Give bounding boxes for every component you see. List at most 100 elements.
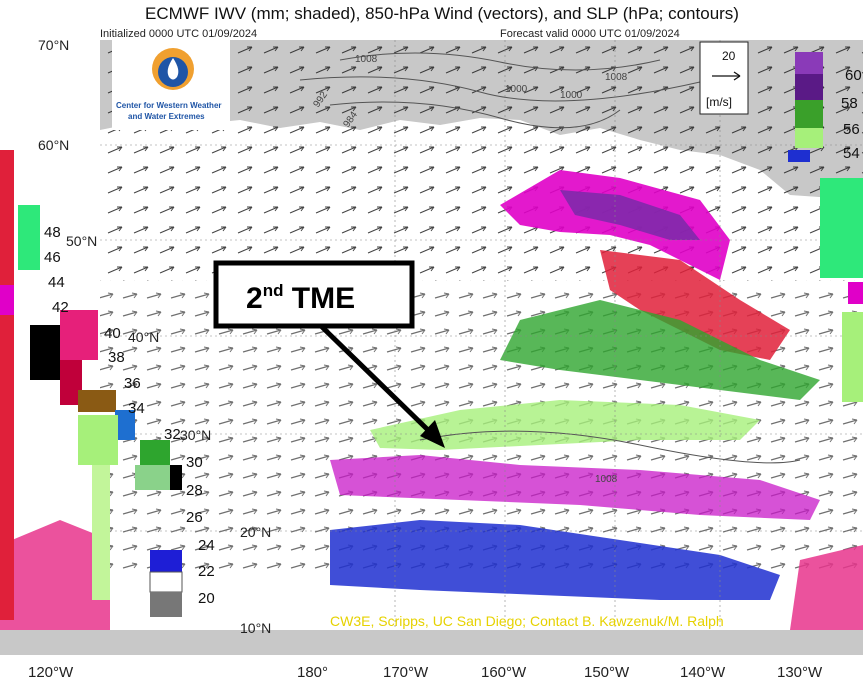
reference-arrow-head — [733, 71, 741, 81]
lon-label: 140°W — [680, 664, 726, 681]
colorbar-swatch — [30, 325, 60, 380]
graticule — [100, 40, 863, 630]
lat-label: 30°N — [180, 427, 211, 443]
init-time-label: Initialized 0000 UTC 01/09/2024 — [100, 28, 257, 40]
colorbar-label: 34 — [128, 400, 145, 417]
reference-vector-unit: [m/s] — [706, 95, 732, 109]
green-band — [500, 300, 820, 400]
colorbar-labels-left: 48 46 44 42 40 38 36 34 32 30 28 26 24 2… — [44, 224, 215, 607]
pink-corner-right — [790, 545, 863, 630]
colorbar-swatch — [795, 74, 823, 100]
colorbar-label: 28 — [186, 482, 203, 499]
blue-band — [330, 520, 780, 600]
colorbar-label: 24 — [198, 537, 215, 554]
longitude-labels: 120°W 180° 170°W 160°W 150°W 140°W 130°W — [28, 664, 823, 681]
cw3e-drop-shape — [167, 58, 179, 80]
colorbar-label: 54 — [843, 145, 860, 162]
lon-label: 160°W — [481, 664, 527, 681]
colorbar-label: 46 — [44, 249, 61, 266]
colorbar-swatch — [788, 150, 810, 162]
colorbar-label: 48 — [44, 224, 61, 241]
map-title: ECMWF IWV (mm; shaded), 850-hPa Wind (ve… — [145, 4, 739, 23]
red-band — [600, 250, 790, 360]
callout-arrow-head — [420, 420, 445, 448]
logo-line-2: and Water Extremes — [128, 112, 205, 121]
callout-prefix: 2 — [246, 282, 263, 315]
lat-label: 20°N — [240, 524, 271, 540]
valid-time-label: Forecast valid 0000 UTC 01/09/2024 — [500, 28, 680, 40]
callout-text: 2nd TME — [246, 281, 355, 315]
lat-label: 40°N — [128, 329, 159, 345]
colorbar-swatch — [150, 592, 182, 617]
credit-line: CW3E, Scripps, UC San Diego; Contact B. … — [330, 613, 724, 629]
colorbar-swatch — [848, 282, 863, 304]
colorbar-label: 26 — [186, 509, 203, 526]
lon-label: 170°W — [383, 664, 429, 681]
lon-label: 150°W — [584, 664, 630, 681]
callout-arrow-shaft — [318, 323, 430, 432]
colorbar-label: 40 — [104, 325, 121, 342]
reference-vector: 20 [m/s] — [699, 41, 749, 115]
lat-label: 10°N — [240, 620, 271, 636]
colorbar-label: 36 — [124, 375, 141, 392]
tme-callout: 2nd TME — [213, 260, 445, 448]
colorbar-swatch — [78, 390, 116, 412]
contour-label: 1008 — [595, 474, 618, 485]
colorbar-swatch — [842, 312, 863, 402]
slp-contours — [299, 52, 801, 464]
colorbar-swatch — [60, 310, 98, 360]
colorbar-swatch — [115, 410, 135, 440]
colorbar-swatch — [0, 285, 14, 315]
callout-suffix: TME — [283, 282, 355, 315]
colorbar-label: 56 — [843, 121, 860, 138]
colorbar-label: 38 — [108, 349, 125, 366]
contour-label: 1008 — [355, 54, 378, 65]
contour-label: 1008 — [605, 72, 628, 83]
contour-line — [339, 52, 661, 71]
contour-line — [299, 76, 701, 102]
lon-label: 130°W — [777, 664, 823, 681]
colorbar-swatch — [795, 52, 823, 74]
reference-vector-box — [699, 41, 749, 115]
iwv-shading — [0, 170, 863, 655]
callout-superscript: nd — [263, 281, 284, 300]
tropical-moisture — [330, 455, 820, 520]
colorbar-swatch — [0, 150, 14, 620]
latitude-labels: 70°N 60°N 50°N 40°N 30°N 20°N 10°N — [38, 37, 271, 636]
colorbar-swatch — [795, 100, 823, 128]
colorbar-swatch — [795, 128, 823, 148]
colorbar-swatch — [820, 178, 863, 278]
colorbar-labels-right: 60 58 56 54 — [841, 67, 862, 162]
lon-label: 120°W — [28, 664, 74, 681]
lat-label: 70°N — [38, 37, 69, 53]
colorbar-swatch — [170, 465, 182, 490]
purple-core — [560, 190, 700, 240]
colorbar-label: 58 — [841, 95, 858, 112]
iwv-colorbar-left — [0, 150, 183, 620]
lime-band — [370, 400, 760, 450]
colorbar-label: 44 — [48, 274, 65, 291]
lat-label: 60°N — [38, 137, 69, 153]
contour-line — [329, 101, 621, 129]
pink-corner-left — [0, 520, 110, 630]
reference-vector-value: 20 — [722, 49, 736, 63]
lon-label: 180° — [297, 664, 328, 681]
callout-box — [213, 260, 415, 329]
lat-label: 50°N — [66, 233, 97, 249]
colorbar-swatch — [149, 571, 183, 593]
colorbar-swatch — [150, 550, 182, 572]
colorbar-label: 42 — [52, 299, 69, 316]
colorbar-swatch — [18, 205, 40, 270]
colorbar-label: 60 — [845, 67, 862, 84]
colorbar-swatch — [60, 360, 82, 405]
colorbar-label: 32 — [164, 426, 181, 443]
colorbar-swatch — [92, 465, 110, 600]
logo-line-1: Center for Western Weather — [116, 101, 222, 110]
cw3e-logo: Center for Western Weather and Water Ext… — [112, 40, 230, 130]
colorbar-label: 30 — [186, 454, 203, 471]
colorbar-swatch — [78, 415, 118, 465]
contour-label: 1000 — [560, 90, 583, 101]
iwv-colorbar-right — [788, 52, 863, 402]
colorbar-swatch — [135, 465, 170, 490]
